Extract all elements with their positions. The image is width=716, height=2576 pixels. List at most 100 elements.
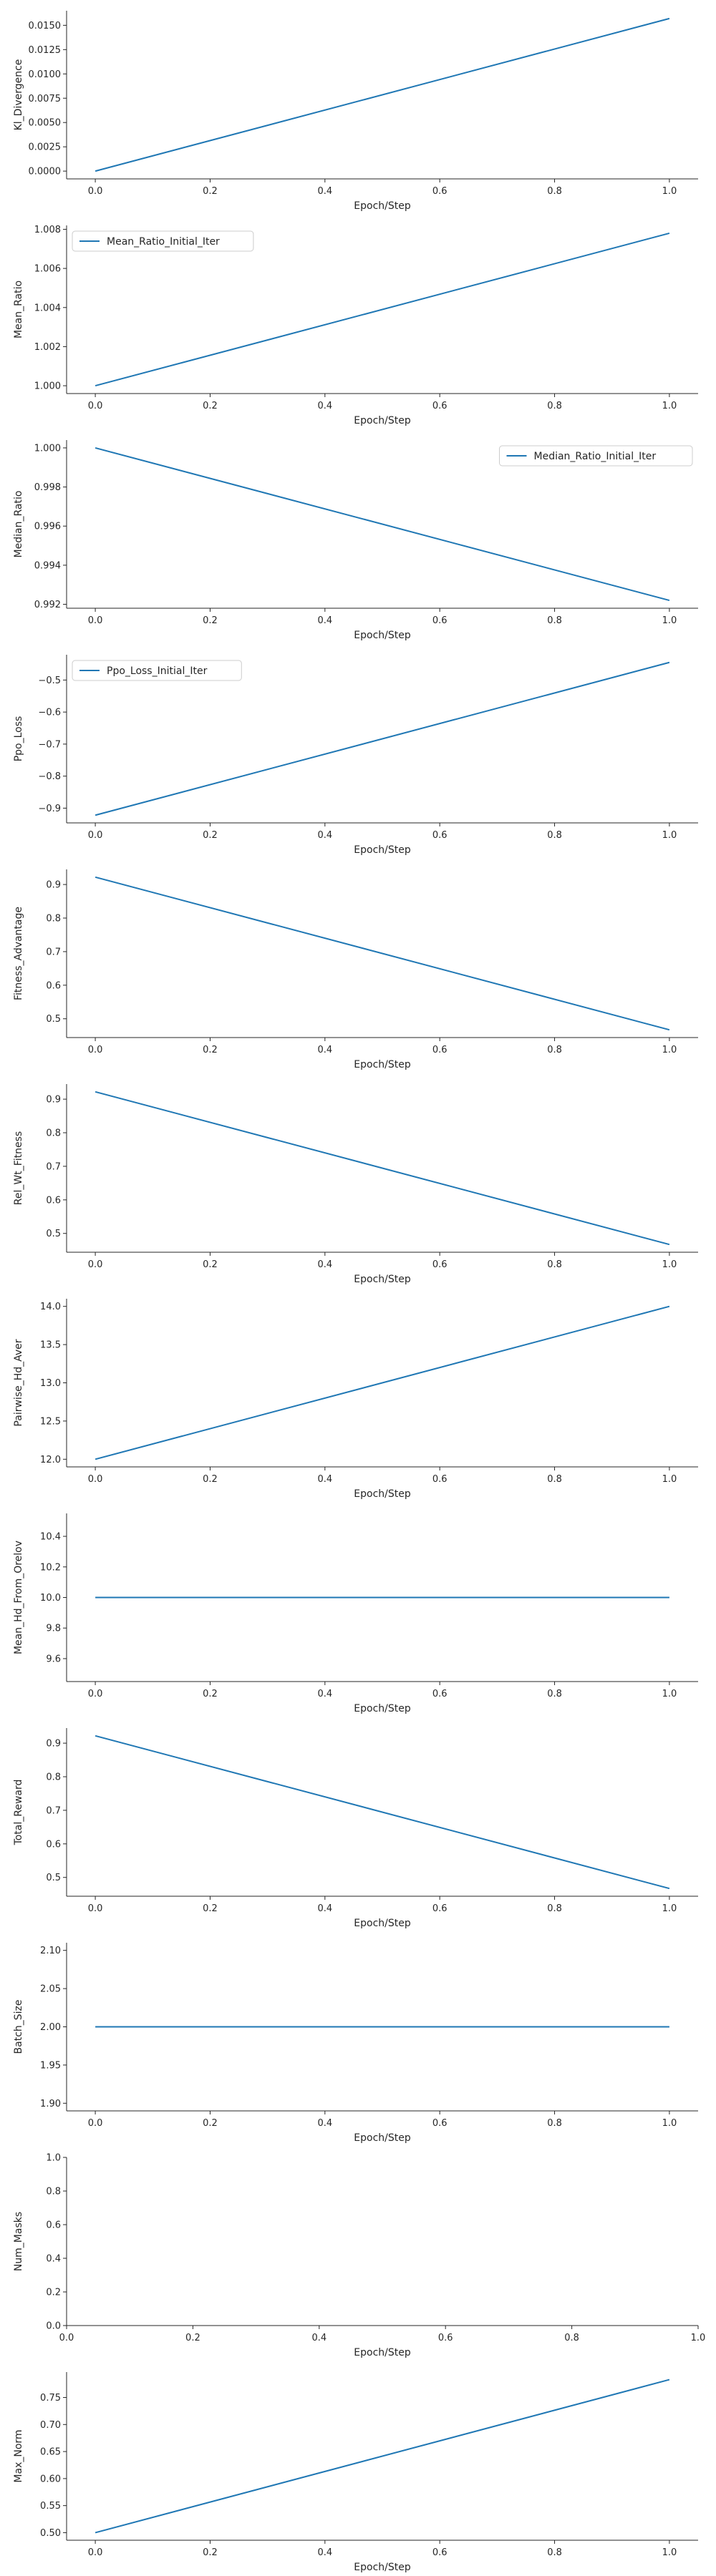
chart-8: 0.0 0.2 0.4 0.6 0.8 1.0 9.6 9.8 10.0 10.2 10.4 Epoc… — [13, 1513, 698, 1714]
x-tick-label: 0.8 — [547, 1903, 562, 1914]
y-axis-label: Total_Reward — [13, 1780, 24, 1846]
y-tick-label: 0.9 — [46, 1095, 61, 1106]
x-tick-label: 0.8 — [547, 186, 562, 197]
chart-9: 0.0 0.2 0.4 0.6 0.8 1.0 0.5 0.6 0.7 0.8 0.9 Epoch/S… — [13, 1728, 698, 1929]
chart-10: 0.0 0.2 0.4 0.6 0.8 1.0 1.90 1.95 2.00 2.05 2.10 Ep… — [13, 1943, 698, 2144]
x-tick-label: 0.8 — [564, 2333, 579, 2343]
y-tick-label: 1.002 — [34, 342, 61, 353]
y-tick-label: 0.50 — [40, 2528, 61, 2539]
y-tick-label: 0.7 — [46, 1805, 61, 1816]
y-tick-label: 12.0 — [40, 1455, 61, 1465]
x-tick-label: 0.4 — [317, 615, 332, 626]
legend: Ppo_Loss_Initial_Iter — [72, 660, 242, 681]
x-tick-label: 0.6 — [438, 2333, 453, 2343]
x-tick-label: 1.0 — [662, 2547, 677, 2558]
x-tick-label: 0.6 — [432, 2547, 448, 2558]
y-tick-label: −0.8 — [38, 771, 61, 782]
y-tick-label: 0.0050 — [29, 118, 62, 129]
y-tick-label: 1.006 — [34, 264, 61, 275]
x-tick-label: 0.6 — [432, 830, 448, 841]
x-tick-label: 0.2 — [203, 830, 218, 841]
y-tick-label: 2.05 — [40, 1984, 61, 1995]
y-axis-label: Kl_Divergence — [13, 59, 24, 131]
y-tick-label: 1.0 — [46, 2153, 61, 2164]
y-tick-label: −0.7 — [38, 739, 61, 750]
legend-label: Ppo_Loss_Initial_Iter — [107, 665, 208, 677]
y-tick-label: 0.0000 — [29, 167, 62, 177]
series-line — [95, 17, 670, 172]
x-tick-label: 0.6 — [432, 401, 448, 411]
x-tick-label: 0.0 — [88, 830, 103, 841]
y-tick-label: 0.2 — [46, 2288, 61, 2298]
x-axis-label: Epoch/Step — [354, 1488, 411, 1500]
legend-box — [499, 445, 693, 467]
y-tick-label: 0.8 — [46, 914, 61, 924]
x-tick-label: 0.8 — [547, 2118, 562, 2129]
y-tick-label: 0.992 — [34, 600, 61, 610]
x-tick-label: 0.2 — [203, 1903, 218, 1914]
series-line — [95, 232, 670, 387]
y-tick-label: 0.8 — [46, 1128, 61, 1139]
x-axis-label: Epoch/Step — [354, 1918, 411, 1929]
y-tick-label: 0.5 — [46, 1229, 61, 1239]
y-tick-label: 13.5 — [40, 1340, 61, 1351]
x-tick-label: 1.0 — [691, 2333, 706, 2343]
x-tick-label: 1.0 — [662, 830, 677, 841]
y-axis-label: Num_Masks — [13, 2212, 24, 2271]
y-tick-label: 1.008 — [34, 225, 61, 235]
series-line — [95, 2379, 670, 2534]
y-tick-label: 0.0100 — [29, 69, 62, 80]
chart-12: 0.0 0.2 0.4 0.6 0.8 1.0 0.50 0.55 0.60 0.65 0.70 0.… — [13, 2372, 698, 2573]
y-tick-label: 0.65 — [40, 2447, 61, 2458]
x-tick-label: 1.0 — [662, 615, 677, 626]
x-tick-label: 0.8 — [547, 1045, 562, 1055]
x-tick-label: 0.6 — [432, 1903, 448, 1914]
x-tick-label: 0.6 — [432, 2118, 448, 2129]
x-tick-label: 0.8 — [547, 2547, 562, 2558]
x-tick-label: 1.0 — [662, 1903, 677, 1914]
x-tick-label: 0.0 — [59, 2333, 74, 2343]
x-tick-label: 0.4 — [317, 1903, 332, 1914]
y-tick-label: 1.004 — [34, 303, 61, 313]
x-tick-label: 0.0 — [88, 1474, 103, 1485]
y-tick-label: 14.0 — [40, 1302, 61, 1312]
x-tick-label: 0.0 — [88, 615, 103, 626]
x-axis-label: Epoch/Step — [354, 2132, 411, 2144]
y-tick-label: 0.7 — [46, 1161, 61, 1172]
x-tick-label: 0.2 — [203, 401, 218, 411]
x-tick-label: 0.4 — [317, 830, 332, 841]
legend-label: Mean_Ratio_Initial_Iter — [107, 236, 220, 248]
x-tick-label: 0.2 — [203, 1474, 218, 1485]
x-tick-label: 0.2 — [203, 2547, 218, 2558]
legend-box — [72, 660, 242, 681]
chart-6: 0.0 0.2 0.4 0.6 0.8 1.0 0.5 0.6 0.7 0.8 0.9 Epoch/S… — [13, 1084, 698, 1285]
x-axis-label: Epoch/Step — [354, 1274, 411, 1285]
x-tick-label: 0.0 — [88, 2118, 103, 2129]
x-tick-label: 0.4 — [317, 2547, 332, 2558]
y-tick-label: 0.7 — [46, 947, 61, 957]
x-axis-label: Epoch/Step — [354, 1703, 411, 1714]
x-axis-label: Epoch/Step — [354, 1059, 411, 1070]
y-tick-label: 1.90 — [40, 2099, 61, 2109]
legend-label: Median_Ratio_Initial_Iter — [534, 451, 657, 462]
x-tick-label: 0.2 — [203, 2118, 218, 2129]
y-tick-label: 10.4 — [40, 1532, 61, 1543]
y-tick-label: 1.000 — [34, 443, 61, 454]
x-tick-label: 0.4 — [317, 186, 332, 197]
y-axis-label: Batch_Size — [13, 2000, 24, 2054]
x-tick-label: 1.0 — [662, 1045, 677, 1055]
y-tick-label: 0.0150 — [29, 21, 62, 31]
y-tick-label: −0.9 — [38, 804, 61, 814]
legend: Median_Ratio_Initial_Iter — [499, 445, 693, 467]
y-tick-label: 0.6 — [46, 980, 61, 991]
y-tick-label: 0.0025 — [29, 142, 62, 153]
y-tick-label: 2.10 — [40, 1946, 61, 1956]
y-axis-label: Rel_Wt_Fitness — [13, 1131, 24, 1205]
x-tick-label: 0.4 — [317, 1689, 332, 1699]
y-tick-label: 10.2 — [40, 1562, 61, 1573]
y-tick-label: 0.996 — [34, 522, 61, 532]
y-tick-label: 9.6 — [46, 1654, 61, 1664]
x-tick-label: 0.8 — [547, 1474, 562, 1485]
y-tick-label: 10.0 — [40, 1593, 61, 1604]
x-tick-label: 0.0 — [88, 186, 103, 197]
